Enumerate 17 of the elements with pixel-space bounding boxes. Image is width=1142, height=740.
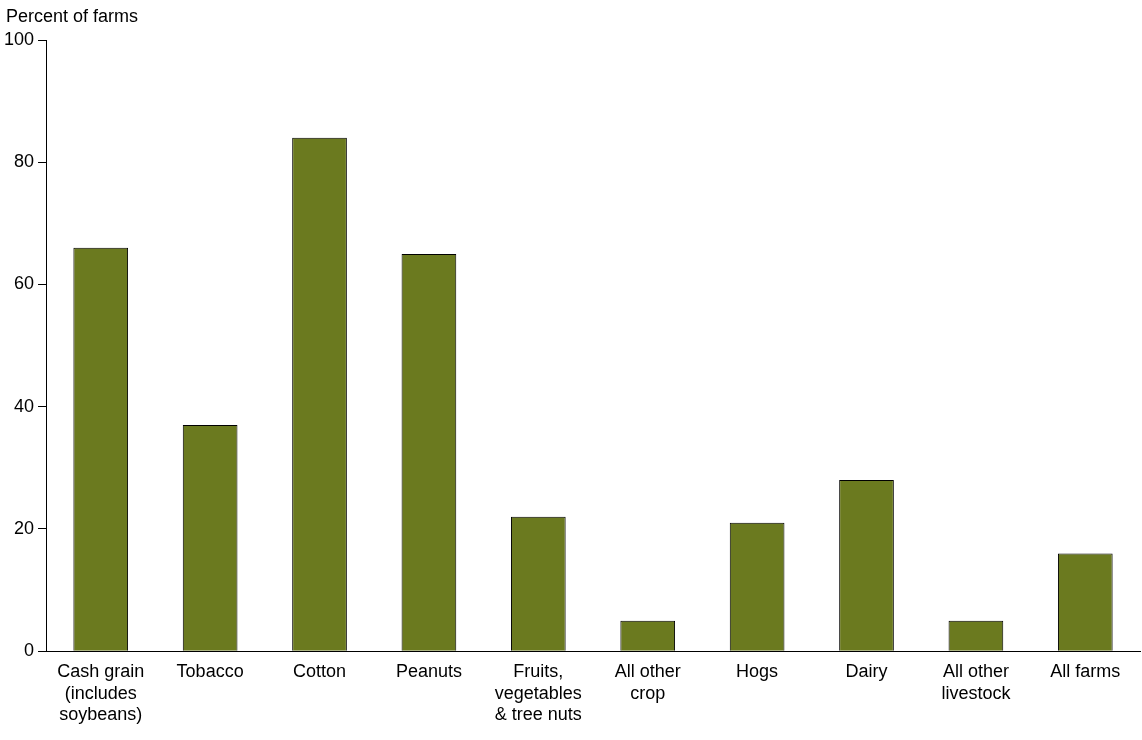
y-tick-label: 80 — [14, 151, 35, 172]
x-tick-label: All other livestock — [941, 660, 1012, 703]
y-tick-label: 0 — [24, 640, 35, 661]
x-tick-label: Dairy — [845, 660, 888, 681]
y-tick-label: 20 — [14, 517, 35, 538]
y-axis-title: Percent of farms — [6, 5, 139, 26]
x-tick-label: Cash grain (includes soybeans) — [57, 660, 145, 725]
x-tick-label: Fruits, vegetables & tree nuts — [494, 660, 582, 725]
y-tick-label: 60 — [14, 273, 35, 294]
x-tick-label: All other crop — [614, 660, 681, 703]
y-tick-label: 100 — [3, 28, 35, 49]
x-tick-label: Hogs — [736, 660, 779, 681]
y-tick-label: 40 — [14, 395, 35, 416]
x-tick-label: Cotton — [293, 660, 347, 681]
x-tick-label: Tobacco — [176, 660, 244, 681]
x-tick-label: Peanuts — [395, 660, 462, 681]
x-tick-label: All farms — [1050, 660, 1121, 681]
